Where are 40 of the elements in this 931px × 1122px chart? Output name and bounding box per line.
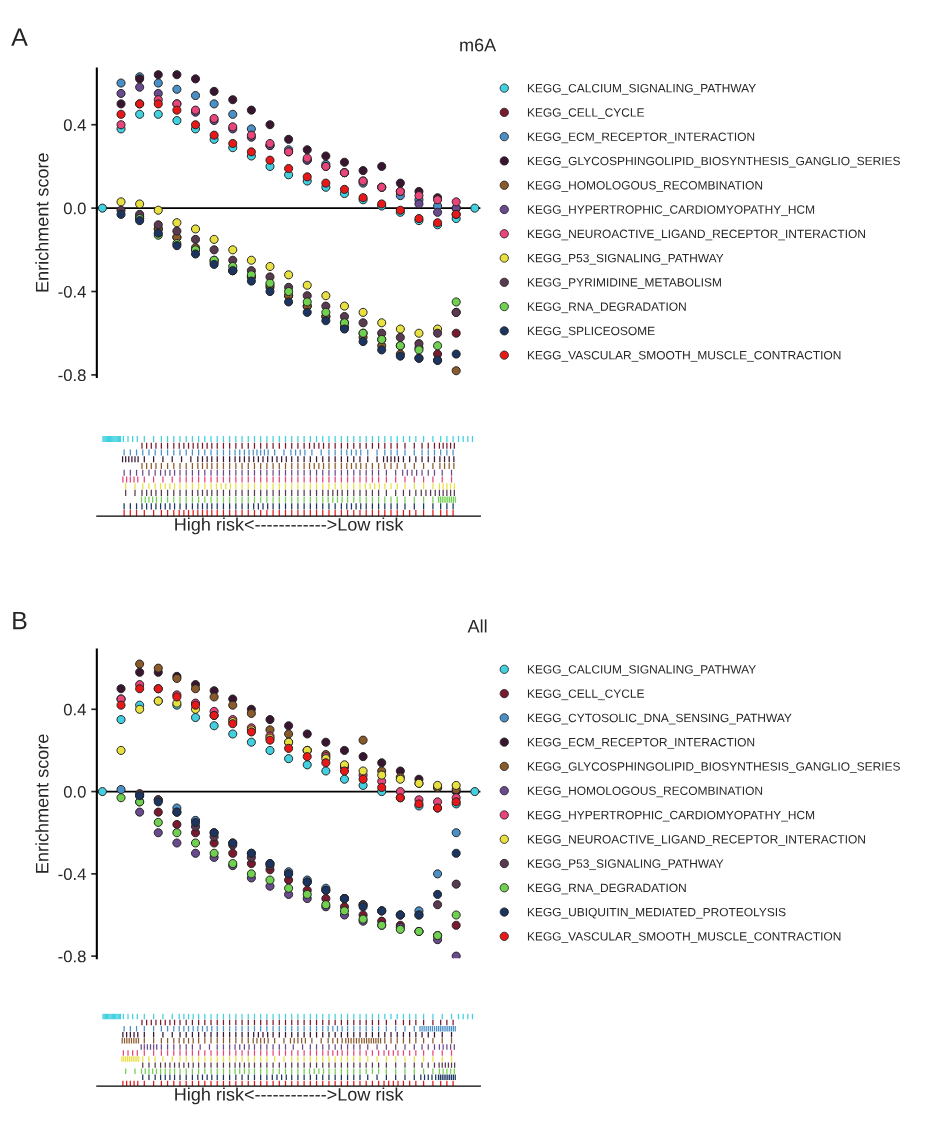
legend-label: KEGG_P53_SIGNALING_PATHWAY bbox=[527, 859, 724, 871]
legend-label: KEGG_P53_SIGNALING_PATHWAY bbox=[527, 253, 724, 265]
legend-label: KEGG_SPLICEOSOME bbox=[527, 326, 655, 338]
legend-label: KEGG_CALCIUM_SIGNALING_PATHWAY bbox=[527, 83, 756, 95]
legend-label: KEGG_HYPERTROPHIC_CARDIOMYOPATHY_HCM bbox=[527, 205, 815, 217]
y-tick-label: -0.8 bbox=[58, 369, 86, 382]
legend-label: KEGG_NEUROACTIVE_LIGAND_RECEPTOR_INTERACTION bbox=[527, 229, 865, 241]
chart-title: All bbox=[467, 619, 487, 633]
legend-label: KEGG_GLYCOSPHINGOLIPID_BIOSYNTHESIS_GANGLIO_SERIES bbox=[527, 156, 900, 168]
y-tick-label: 0.4 bbox=[63, 703, 86, 716]
legend-label: KEGG_HOMOLOGOUS_RECOMBINATION bbox=[527, 786, 763, 798]
legend-label: KEGG_RNA_DEGRADATION bbox=[527, 883, 686, 895]
legend-label: KEGG_CELL_CYCLE bbox=[527, 689, 644, 701]
y-tick-label: -0.4 bbox=[58, 285, 86, 298]
legend-label: KEGG_CELL_CYCLE bbox=[527, 108, 644, 119]
y-axis-title: Enrichment score bbox=[35, 153, 49, 292]
legend-label: KEGG_ECM_RECEPTOR_INTERACTION bbox=[527, 737, 755, 749]
legend-label: KEGG_ECM_RECEPTOR_INTERACTION bbox=[527, 132, 755, 144]
legend-label: KEGG_CALCIUM_SIGNALING_PATHWAY bbox=[527, 665, 756, 676]
y-tick-label: -0.8 bbox=[58, 950, 86, 963]
legend-label: KEGG_VASCULAR_SMOOTH_MUSCLE_CONTRACTION bbox=[527, 350, 841, 362]
y-axis-title: Enrichment score bbox=[35, 734, 49, 873]
legend-label: KEGG_UBIQUITIN_MEDIATED_PROTEOLYSIS bbox=[527, 907, 786, 919]
legend-label: KEGG_RNA_DEGRADATION bbox=[527, 302, 686, 314]
y-tick-label: 0.0 bbox=[63, 202, 86, 215]
text: A bbox=[11, 28, 28, 46]
legend-label: KEGG_NEUROACTIVE_LIGAND_RECEPTOR_INTERACTION bbox=[527, 835, 865, 846]
legend-label: KEGG_VASCULAR_SMOOTH_MUSCLE_CONTRACTION bbox=[527, 932, 841, 943]
legend-label: KEGG_HOMOLOGOUS_RECOMBINATION bbox=[527, 181, 763, 192]
y-tick-label: 0.0 bbox=[63, 785, 86, 798]
chart-title: m6A bbox=[460, 38, 497, 52]
text: B bbox=[13, 611, 27, 630]
legend-label: KEGG_GLYCOSPHINGOLIPID_BIOSYNTHESIS_GANGLIO_SERIES bbox=[527, 762, 900, 773]
legend-label: KEGG_CYTOSOLIC_DNA_SENSING_PATHWAY bbox=[527, 713, 792, 725]
x-axis-title: High risk<------------>Low risk bbox=[175, 517, 404, 535]
legend-label: KEGG_PYRIMIDINE_METABOLISM bbox=[527, 278, 721, 289]
y-tick-label: 0.4 bbox=[63, 119, 86, 131]
legend-label: KEGG_HYPERTROPHIC_CARDIOMYOPATHY_HCM bbox=[527, 810, 815, 822]
x-axis-title: High risk<------------>Low risk bbox=[175, 1087, 404, 1105]
y-tick-label: -0.4 bbox=[58, 868, 86, 881]
